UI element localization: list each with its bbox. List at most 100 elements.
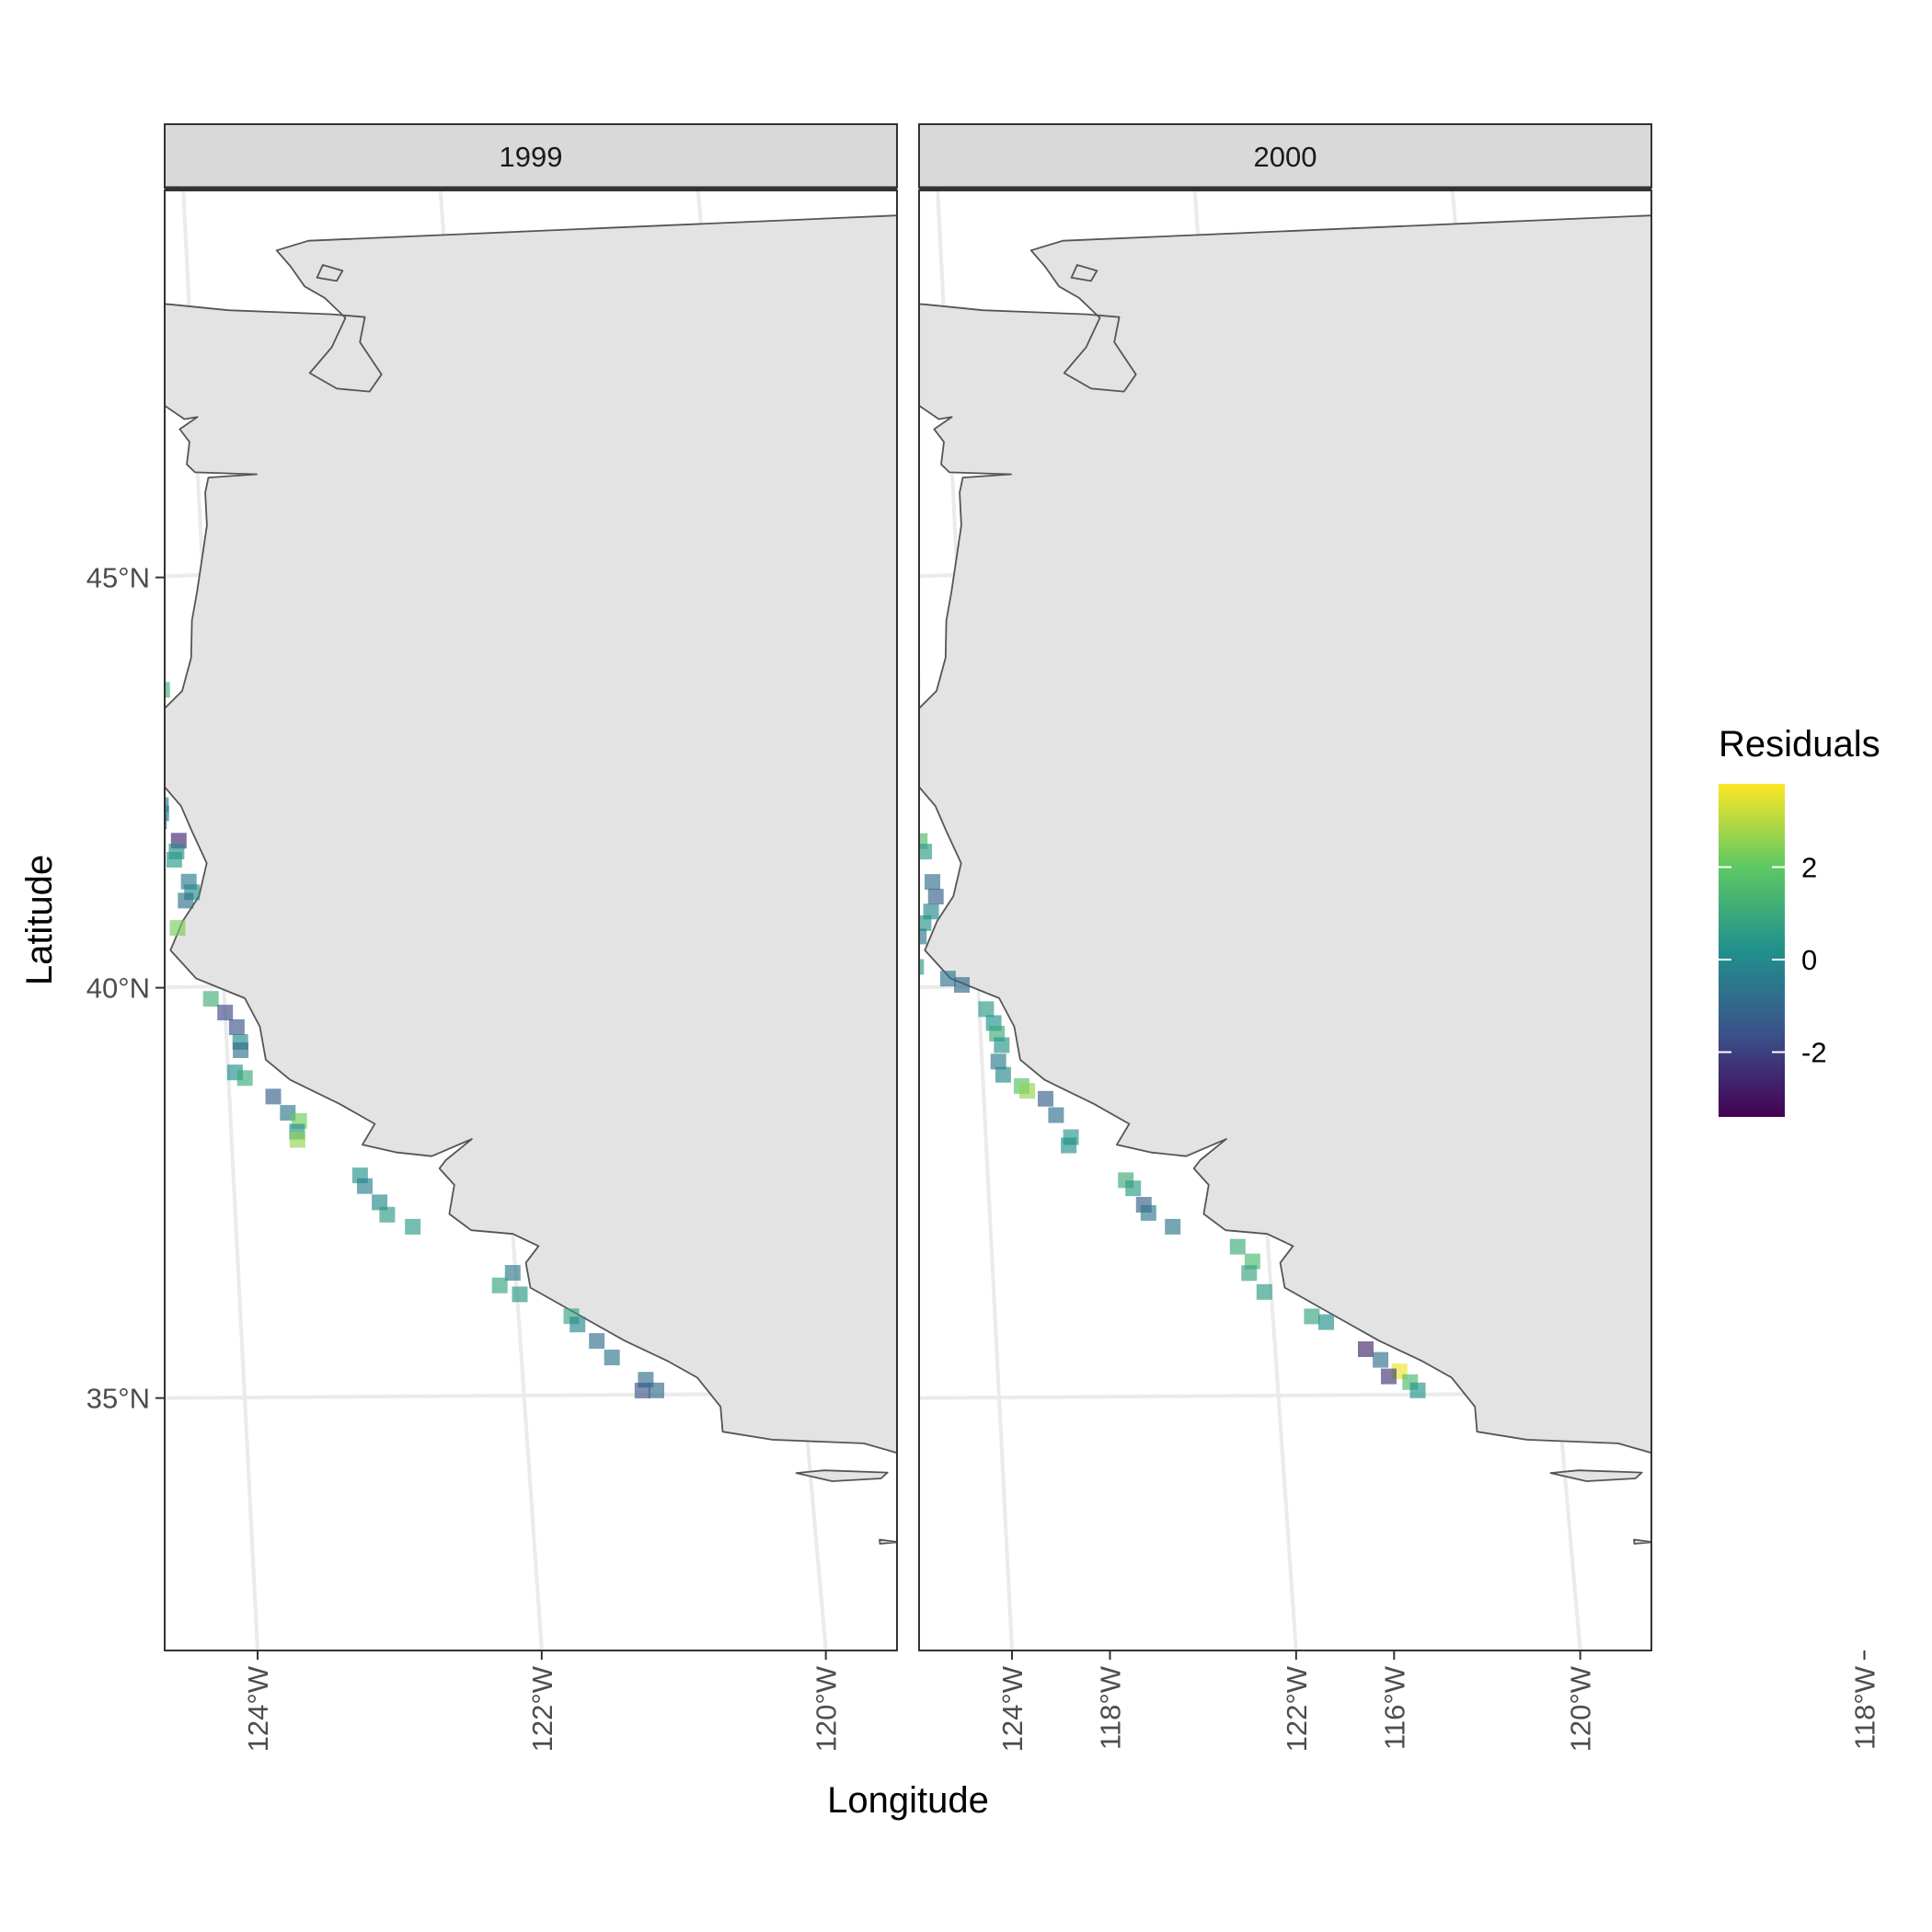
x-axis-2000: 124°W 122°W 120°W 118°W 116°W bbox=[996, 1650, 1881, 1752]
residual-point bbox=[405, 1218, 421, 1235]
residual-point bbox=[954, 977, 970, 994]
residual-point bbox=[512, 1286, 528, 1303]
residual-point bbox=[123, 724, 139, 740]
x-axis-title: Longitude bbox=[827, 1780, 989, 1821]
residual-point bbox=[134, 615, 150, 630]
residual-points-2000 bbox=[898, 677, 1426, 1398]
residual-point bbox=[166, 852, 182, 868]
residual-point bbox=[1038, 1090, 1053, 1107]
legend-tick-label: -2 bbox=[1801, 1037, 1827, 1069]
residual-point bbox=[233, 1042, 249, 1058]
residual-point bbox=[898, 814, 914, 830]
legend-ticks: 2 0 -2 bbox=[1719, 852, 1827, 1069]
residual-point bbox=[121, 734, 136, 750]
residual-point bbox=[217, 1005, 234, 1021]
residual-point bbox=[1125, 1180, 1142, 1197]
x-tick-label: 118°W bbox=[1095, 1665, 1127, 1750]
residual-point bbox=[649, 1382, 664, 1398]
residual-point bbox=[903, 688, 918, 704]
x-tick-label: 118°W bbox=[1849, 1665, 1881, 1750]
residual-point bbox=[165, 813, 167, 830]
residual-point bbox=[504, 1265, 521, 1281]
residual-point bbox=[902, 806, 917, 822]
graticule-meridian bbox=[1686, 0, 1900, 1932]
residual-point bbox=[1019, 1083, 1036, 1099]
residual-point bbox=[919, 833, 928, 849]
residual-point bbox=[634, 1383, 650, 1398]
residual-point bbox=[140, 658, 155, 673]
x-axis-1999: 124°W 122°W 120°W 118°W 116°W bbox=[242, 1650, 1410, 1752]
residual-point bbox=[994, 1037, 1010, 1053]
residual-point bbox=[1256, 1283, 1272, 1300]
residual-point bbox=[1061, 1137, 1077, 1154]
residual-point bbox=[372, 1194, 388, 1211]
residual-point bbox=[169, 920, 186, 937]
residual-point bbox=[939, 971, 956, 987]
y-axis: 45°N 40°N 35°N bbox=[86, 562, 165, 1415]
residual-point bbox=[919, 959, 925, 975]
residual-point bbox=[1048, 1107, 1064, 1123]
residual-point bbox=[109, 634, 124, 650]
x-tick-label: 116°W bbox=[1378, 1665, 1410, 1750]
facet-strip-label-1999: 1999 bbox=[500, 141, 563, 173]
residual-point bbox=[357, 1178, 373, 1194]
residual-point bbox=[165, 805, 169, 822]
residual-point bbox=[289, 1132, 305, 1148]
residual-point bbox=[1381, 1368, 1397, 1385]
facet-panel-2000: 2000 bbox=[446, 0, 1932, 1932]
residual-point bbox=[236, 1070, 253, 1087]
residual-point bbox=[165, 682, 170, 698]
residual-point bbox=[1165, 1218, 1181, 1235]
residual-point bbox=[919, 914, 932, 931]
facet-strip-2000 bbox=[918, 123, 1652, 189]
residual-point bbox=[146, 787, 162, 802]
y-tick-label: 35°N bbox=[86, 1383, 150, 1415]
y-tick-label: 40°N bbox=[86, 972, 150, 1005]
residual-point bbox=[265, 1088, 282, 1105]
panel-border-1999 bbox=[164, 190, 898, 1651]
residual-point bbox=[1409, 1382, 1426, 1398]
residual-point bbox=[106, 642, 121, 658]
x-tick-label: 120°W bbox=[1565, 1665, 1597, 1752]
legend: Residuals 2 0 -2 bbox=[1719, 724, 1880, 1117]
residual-point bbox=[990, 1053, 1006, 1070]
legend-tick-label: 2 bbox=[1801, 852, 1817, 884]
residual-point bbox=[491, 1277, 508, 1294]
residual-point bbox=[589, 1333, 605, 1350]
graticule-parallel bbox=[446, 1806, 1932, 1816]
residual-point bbox=[919, 844, 933, 860]
residual-point bbox=[995, 1066, 1011, 1083]
residual-point bbox=[925, 874, 940, 891]
residual-point bbox=[178, 892, 194, 909]
residual-points-1999 bbox=[106, 615, 664, 1398]
legend-title: Residuals bbox=[1719, 724, 1880, 765]
x-tick-label: 122°W bbox=[1281, 1665, 1313, 1752]
residual-point bbox=[379, 1206, 396, 1223]
residual-point bbox=[1304, 1308, 1320, 1325]
y-tick-label: 45°N bbox=[86, 562, 150, 594]
residual-point bbox=[1241, 1265, 1258, 1282]
residual-point bbox=[919, 677, 921, 694]
x-tick-label: 124°W bbox=[242, 1665, 274, 1752]
x-tick-label: 124°W bbox=[996, 1665, 1029, 1752]
residual-point bbox=[1229, 1238, 1246, 1255]
facet-strip-label-2000: 2000 bbox=[1254, 141, 1317, 173]
residual-point bbox=[1318, 1314, 1334, 1330]
residual-point bbox=[927, 889, 944, 905]
x-tick-label: 120°W bbox=[811, 1665, 843, 1752]
residual-point bbox=[117, 742, 132, 758]
land-polygon-1999 bbox=[165, 214, 897, 1545]
residual-point bbox=[1140, 1204, 1156, 1221]
residual-point bbox=[146, 935, 162, 950]
y-axis-title: Latitude bbox=[19, 855, 60, 985]
residual-point bbox=[569, 1317, 586, 1333]
residual-point bbox=[919, 949, 920, 964]
residual-point bbox=[202, 991, 219, 1007]
land-polygon-2000 bbox=[919, 214, 1651, 1545]
residual-point bbox=[142, 699, 157, 715]
residual-point bbox=[138, 756, 154, 772]
residual-point bbox=[1373, 1351, 1389, 1368]
residual-point bbox=[604, 1350, 620, 1365]
